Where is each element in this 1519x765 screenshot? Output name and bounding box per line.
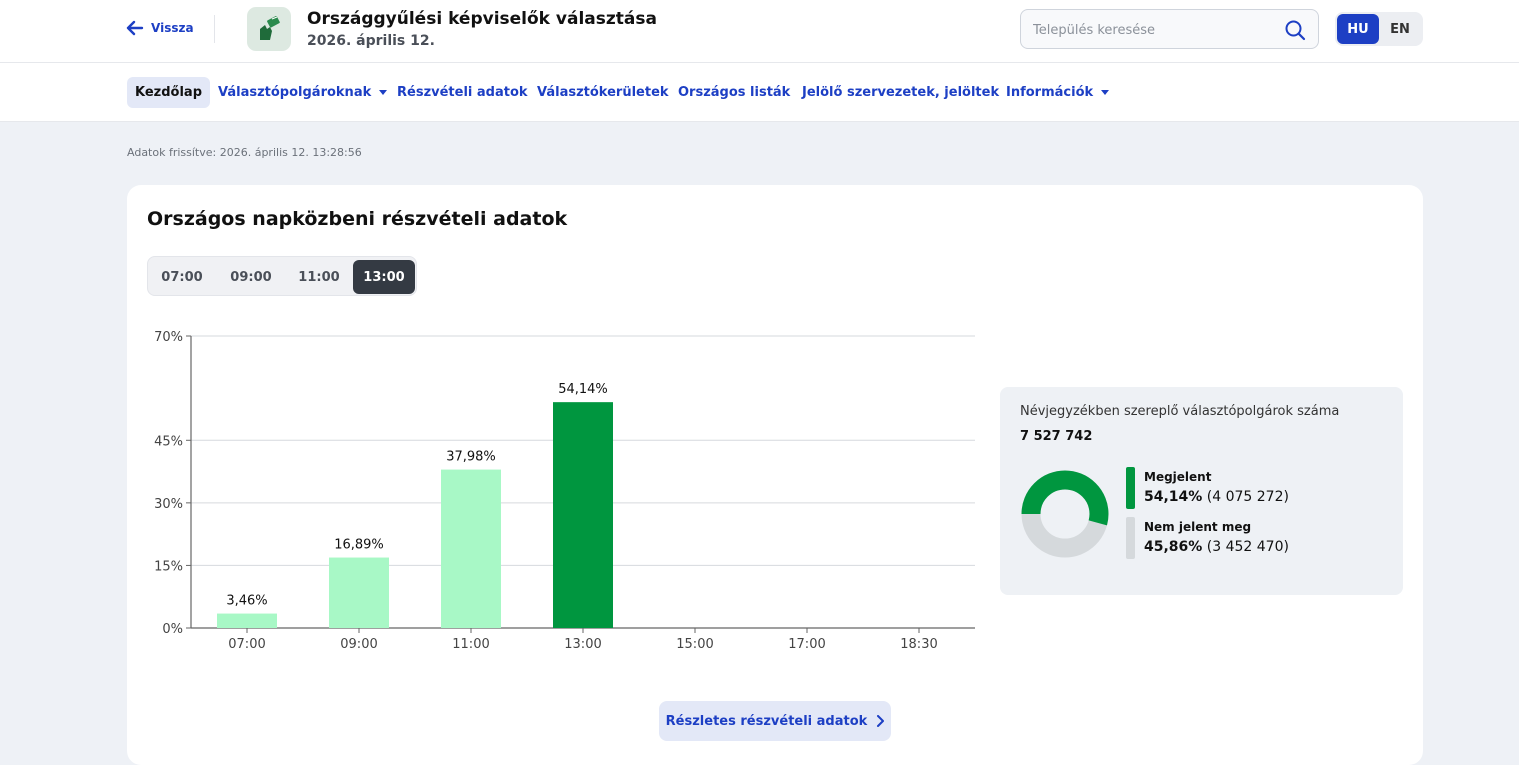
time-tab-1300[interactable]: 13:00 (353, 260, 415, 294)
nav-item-information[interactable]: Információk (1006, 77, 1110, 108)
time-segment-control: 07:00 09:00 11:00 13:00 (147, 256, 417, 296)
nav-label: Választókerületek (537, 85, 669, 100)
time-tab-0900[interactable]: 09:00 (230, 269, 272, 285)
caret-down-icon (1101, 90, 1110, 95)
y-tick-label: 45% (154, 434, 183, 449)
nav-label: Országos listák (678, 85, 791, 100)
turnout-bar-chart: 0% 15% 30% 45% 70% 07:00 3,46% 09:00 16,89% 11:00… (154, 330, 975, 652)
registry-label: Névjegyzékben szereplő választópolgárok … (1020, 404, 1340, 419)
detailed-turnout-button[interactable]: Részletes részvételi adatok (659, 701, 891, 741)
voter-summary-panel: Névjegyzékben szereplő választópolgárok … (1000, 387, 1403, 595)
nav-item-voters[interactable]: Választópolgároknak (218, 77, 388, 108)
ballot-logo-icon (247, 7, 291, 51)
search-input[interactable] (1033, 19, 1273, 41)
data-label: 54,14% (558, 382, 608, 397)
data-label: 37,98% (446, 450, 496, 465)
turnout-card: Országos napközbeni részvételi adatok 07… (127, 185, 1423, 765)
chevron-right-icon (877, 715, 885, 727)
back-label: Vissza (151, 21, 194, 35)
lang-hu-button[interactable]: HU (1337, 14, 1379, 44)
legend-name: Megjelent (1144, 470, 1212, 484)
y-tick-label: 30% (154, 497, 183, 512)
time-tab-1100[interactable]: 11:00 (298, 269, 340, 285)
y-tick-label: 15% (154, 559, 183, 574)
language-switcher: HU EN (1335, 12, 1423, 46)
x-tick-label: 17:00 (788, 637, 825, 652)
y-tick-label: 0% (162, 622, 183, 637)
header-divider (214, 15, 215, 43)
page-subtitle: 2026. április 12. (307, 33, 435, 49)
card-title: Országos napközbeni részvételi adatok (147, 208, 568, 230)
top-header: Vissza Országgyűlési képviselők választá… (0, 0, 1519, 63)
nav-item-turnout[interactable]: Részvételi adatok (397, 77, 528, 108)
main-nav: Kezdőlap Választópolgároknak Részvételi … (0, 63, 1519, 122)
nav-item-districts[interactable]: Választókerületek (537, 77, 669, 108)
x-tick-label: 07:00 (228, 637, 265, 652)
x-tick-label: 15:00 (676, 637, 713, 652)
nav-label: Választópolgároknak (218, 85, 372, 100)
donut-segment-appeared (1021, 470, 1109, 558)
bar-0700 (217, 613, 277, 628)
legend-percent: 54,14% (1144, 489, 1203, 505)
nav-label: Részvételi adatok (397, 85, 528, 100)
nav-label: Jelölő szervezetek, jelöltek (802, 85, 1000, 100)
bar-1100 (441, 469, 501, 628)
bar-0900 (329, 557, 389, 628)
time-tab-0700[interactable]: 07:00 (161, 269, 203, 285)
back-button[interactable]: Vissza (126, 19, 194, 37)
search-icon[interactable] (1284, 19, 1306, 41)
caret-down-icon (379, 90, 388, 95)
y-tick-label: 70% (154, 330, 183, 345)
details-button-label: Részletes részvételi adatok (665, 713, 868, 729)
legend-count: (3 452 470) (1206, 539, 1289, 555)
settlement-search (1020, 9, 1319, 49)
legend-percent: 45,86% (1144, 539, 1203, 555)
legend-swatch-not-appeared (1126, 517, 1135, 559)
legend-name: Nem jelent meg (1144, 520, 1252, 534)
data-label: 16,89% (334, 538, 384, 553)
nav-label: Információk (1006, 85, 1094, 100)
nav-item-national-lists[interactable]: Országos listák (678, 77, 790, 108)
page-title: Országgyűlési képviselők választása (307, 9, 657, 29)
nav-item-nominating-orgs[interactable]: Jelölő szervezetek, jelöltek (802, 77, 999, 108)
legend-value: 45,86% (3 452 470) (1144, 539, 1289, 555)
arrow-left-icon (126, 20, 144, 36)
x-tick-label: 18:30 (900, 637, 937, 652)
bar-1300 (553, 402, 613, 628)
legend-value: 54,14% (4 075 272) (1144, 489, 1289, 505)
data-label: 3,46% (226, 594, 267, 609)
legend-count: (4 075 272) (1206, 489, 1289, 505)
turnout-donut-chart (1021, 470, 1109, 558)
x-tick-label: 13:00 (564, 637, 601, 652)
lang-en-button[interactable]: EN (1390, 21, 1410, 37)
registry-total: 7 527 742 (1020, 429, 1093, 444)
nav-label: Kezdőlap (135, 85, 202, 100)
nav-item-home[interactable]: Kezdőlap (127, 77, 210, 108)
x-tick-label: 11:00 (452, 637, 489, 652)
data-updated-timestamp: Adatok frissítve: 2026. április 12. 13:2… (127, 146, 362, 159)
legend-swatch-appeared (1126, 467, 1135, 509)
x-tick-label: 09:00 (340, 637, 377, 652)
